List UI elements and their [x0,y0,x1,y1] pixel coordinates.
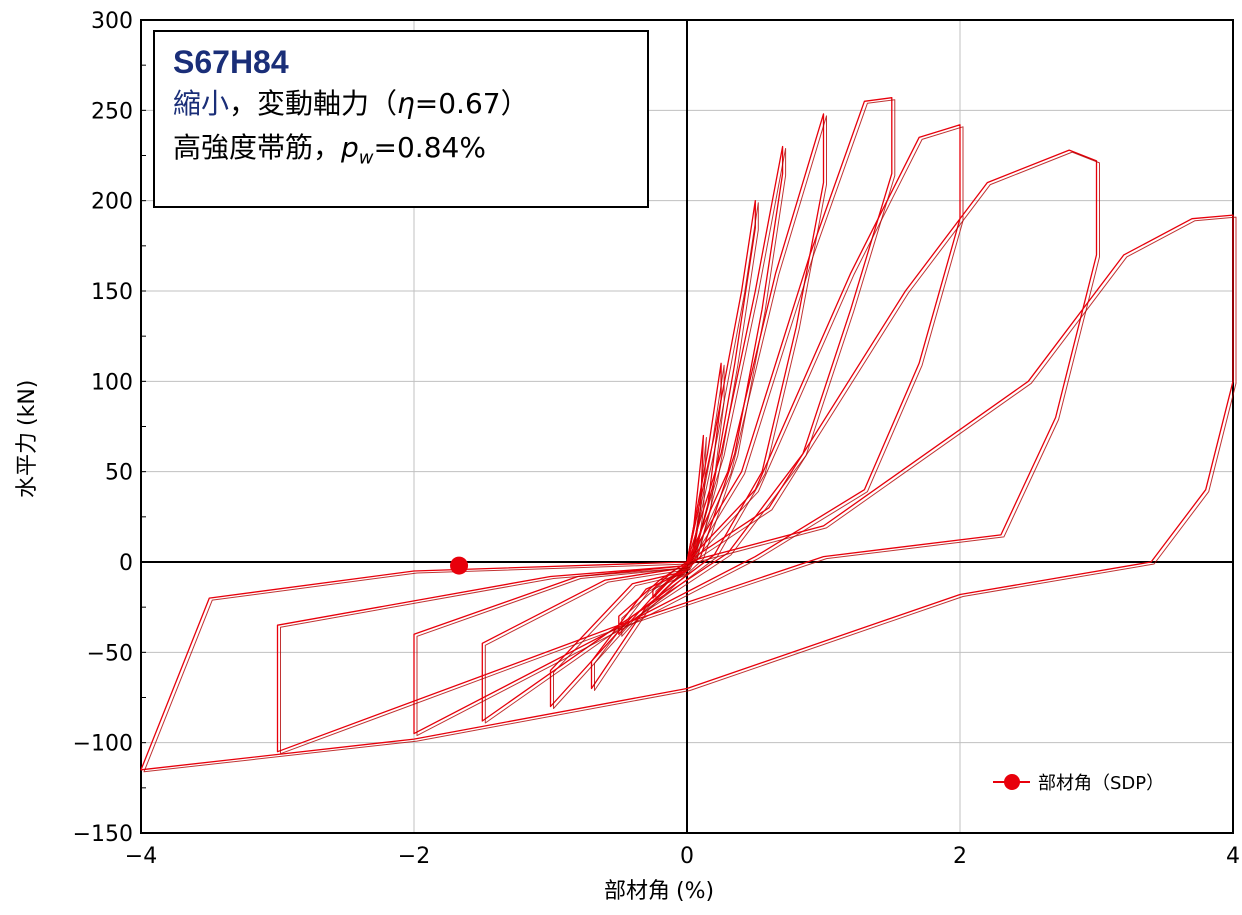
legend: 部材角（SDP） [993,773,1164,794]
hysteresis-loop-trace [416,126,964,737]
y-tick-label: 200 [91,190,133,215]
annotation-line-1: 縮小，変動軸力（η=0.67） [173,82,647,126]
x-tick-label: 2 [953,844,967,869]
x-axis-unit: (%) [676,879,714,904]
sdp-marker [450,556,469,575]
eta-value: =0.67） [414,87,529,120]
axial-force-label: ，変動軸力（ [229,87,398,120]
hysteresis-loop-trace [280,151,1100,755]
y-tick-label: −150 [73,822,133,847]
pw-subscript: w [358,147,374,169]
annotation-box: S67H84 縮小，変動軸力（η=0.67） 高強度帯筋，pw=0.84% [153,30,649,208]
legend-label: 部材角（SDP） [1038,773,1164,794]
y-tick-label: 0 [119,551,133,576]
tick-labels: −4 −2 0 2 4 −150 −100 −50 0 50 100 150 200 250 300 [73,9,1240,869]
y-tick-label: 100 [91,370,133,395]
hysteresis-loop [140,214,1234,771]
hysteresis-loop-trace [594,148,787,691]
legend-marker [1004,774,1020,790]
y-tick-label: 300 [91,9,133,34]
y-axis-unit: (kN) [15,380,40,426]
specimen-title: S67H84 [173,44,289,80]
annotation-line-2: 高強度帯筋，pw=0.84% [173,126,647,181]
hysteresis-loop-trace [484,99,896,724]
hysteresis-loop [618,200,756,635]
x-tick-label: 4 [1226,844,1240,869]
hysteresis-loop-trace [621,202,759,637]
x-tick-label: 0 [680,844,694,869]
pw-symbol: p [341,131,359,164]
y-tick-label: −50 [87,641,133,666]
scale-label: 縮小 [173,87,230,120]
y-tick-label: 250 [91,99,133,124]
pw-value: =0.84% [373,131,486,164]
y-tick-label: −100 [73,732,133,757]
y-axis-label: 水平力 [15,432,40,498]
hysteresis-loop [549,113,825,708]
hoop-label: 高強度帯筋， [173,131,342,164]
markers [450,556,469,575]
hysteresis-loop [481,97,893,722]
hysteresis-loop [276,149,1098,753]
y-tick-label: 50 [105,461,133,486]
hysteresis-loop-trace [553,115,827,709]
x-axis-label: 部材角 [604,879,670,904]
eta-symbol: η [397,87,415,120]
hysteresis-loop-trace [143,216,1237,773]
x-tick-label: −2 [398,844,430,869]
y-tick-label: 150 [91,280,133,305]
hysteresis-curves [140,97,1237,773]
x-tick-label: −4 [125,844,157,869]
hysteresis-loop [413,124,961,735]
